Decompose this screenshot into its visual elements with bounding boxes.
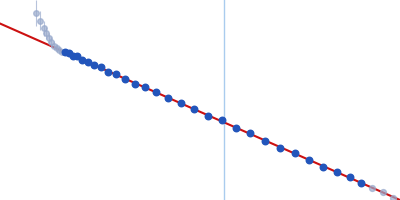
Point: [191, 108, 197, 111]
Point: [105, 70, 112, 74]
Point: [178, 101, 184, 104]
Point: [204, 114, 211, 117]
Point: [142, 85, 148, 88]
Point: [85, 60, 91, 63]
Point: [74, 55, 80, 58]
Point: [277, 147, 283, 150]
Point: [292, 151, 298, 155]
Point: [79, 59, 85, 62]
Point: [62, 51, 68, 54]
Point: [390, 196, 396, 199]
Point: [346, 175, 353, 178]
Point: [153, 91, 159, 94]
Point: [218, 119, 225, 122]
Point: [380, 190, 386, 194]
Point: [113, 73, 120, 76]
Point: [334, 170, 340, 173]
Point: [165, 97, 171, 100]
Point: [70, 55, 76, 58]
Point: [369, 186, 375, 189]
Point: [132, 82, 138, 85]
Point: [122, 77, 128, 80]
Point: [233, 127, 239, 130]
Point: [320, 165, 326, 168]
Point: [306, 158, 312, 162]
Point: [98, 65, 104, 69]
Point: [358, 182, 364, 185]
Point: [91, 64, 98, 67]
Point: [262, 139, 268, 142]
Point: [247, 132, 254, 135]
Point: [66, 52, 72, 55]
